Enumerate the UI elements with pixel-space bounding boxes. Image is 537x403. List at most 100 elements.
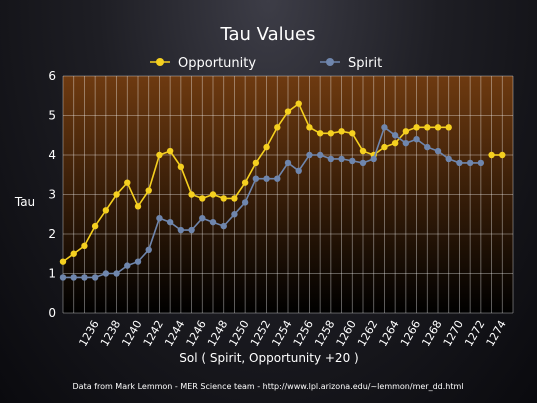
- x-tick-label: 1238: [98, 318, 123, 349]
- opportunity-data-point: [445, 124, 452, 131]
- opportunity-data-point: [91, 222, 99, 230]
- chart-title: Tau Values: [220, 24, 316, 45]
- spirit-data-point: [445, 155, 452, 163]
- opportunity-data-point: [391, 139, 399, 147]
- spirit-data-point: [434, 147, 442, 155]
- x-tick-label: 1254: [269, 318, 294, 349]
- opportunity-data-point: [156, 151, 163, 159]
- opportunity-data-point: [413, 124, 420, 131]
- x-tick-label: 1240: [119, 318, 144, 349]
- y-axis-label: Tau: [14, 195, 35, 209]
- spirit-data-point: [113, 270, 120, 277]
- x-tick-label: 1264: [376, 318, 401, 349]
- spirit-data-point: [381, 124, 388, 131]
- opportunity-data-point: [316, 130, 324, 137]
- opportunity-data-point: [188, 191, 195, 198]
- x-tick-label: 1260: [334, 318, 359, 349]
- spirit-data-point: [456, 159, 463, 167]
- spirit-data-point: [402, 139, 410, 147]
- y-tick-label: 4: [48, 148, 56, 162]
- spirit-data-point: [188, 226, 195, 234]
- spirit-data-point: [156, 215, 163, 222]
- spirit-data-point: [91, 274, 99, 281]
- opportunity-data-point: [359, 147, 367, 155]
- spirit-data-point: [59, 274, 67, 281]
- y-axis-ticks: 0 1 2 3 4 5 6: [48, 69, 56, 320]
- spirit-legend-marker: [326, 58, 334, 66]
- x-axis-label: Sol ( Spirit, Opportunity +20 ): [179, 351, 358, 365]
- x-tick-label: 1274: [484, 318, 509, 349]
- opportunity-data-point: [381, 143, 388, 151]
- opportunity-data-point: [134, 203, 142, 210]
- spirit-data-point: [199, 215, 206, 222]
- opportunity-data-point: [199, 195, 206, 202]
- opportunity-data-point: [306, 124, 313, 131]
- y-tick-label: 0: [48, 306, 56, 320]
- opportunity-data-point: [499, 151, 506, 159]
- y-tick-label: 6: [48, 69, 56, 83]
- y-tick-label: 5: [48, 109, 56, 123]
- opportunity-legend-label: Opportunity: [178, 56, 256, 71]
- x-tick-label: 1266: [398, 318, 423, 349]
- y-tick-label: 1: [48, 267, 56, 281]
- plot-area: [63, 76, 513, 313]
- opportunity-data-point: [70, 250, 77, 257]
- spirit-data-point: [413, 136, 420, 143]
- spirit-data-point: [370, 155, 377, 163]
- opportunity-data-point: [231, 195, 238, 202]
- opportunity-data-point: [295, 100, 302, 107]
- spirit-data-point: [252, 175, 260, 182]
- opportunity-legend-marker: [156, 58, 164, 66]
- x-tick-label: 1248: [205, 318, 230, 349]
- legend: Opportunity Spirit: [150, 56, 382, 71]
- x-tick-label: 1272: [462, 318, 487, 349]
- x-tick-label: 1250: [226, 318, 251, 349]
- spirit-data-point: [209, 218, 217, 226]
- spirit-data-point: [220, 222, 227, 230]
- x-tick-label: 1268: [419, 318, 444, 349]
- opportunity-data-point: [488, 151, 495, 159]
- x-tick-label: 1256: [291, 318, 316, 349]
- spirit-data-point: [477, 159, 485, 167]
- spirit-legend-label: Spirit: [348, 56, 382, 71]
- spirit-data-point: [145, 246, 152, 253]
- y-tick-label: 3: [48, 188, 56, 202]
- spirit-data-point: [274, 175, 281, 182]
- x-tick-label: 1236: [76, 318, 101, 349]
- opportunity-data-point: [241, 179, 249, 186]
- opportunity-data-point: [263, 143, 270, 151]
- opportunity-data-point: [349, 130, 356, 137]
- spirit-data-point: [327, 155, 335, 163]
- opportunity-data-point: [124, 179, 131, 186]
- opportunity-data-point: [102, 207, 110, 214]
- opportunity-data-point: [327, 130, 335, 137]
- x-tick-label: 1270: [441, 318, 466, 349]
- spirit-data-point: [231, 211, 238, 218]
- spirit-data-point: [391, 132, 399, 139]
- spirit-data-point: [81, 274, 88, 281]
- opportunity-data-point: [81, 242, 88, 250]
- x-tick-label: 1246: [184, 318, 209, 349]
- spirit-data-point: [466, 159, 474, 167]
- opportunity-data-point: [177, 163, 185, 171]
- data-source-note: Data from Mark Lemmon - MER Science team…: [73, 382, 464, 391]
- series-group: [59, 100, 506, 281]
- grid: [62, 75, 514, 314]
- opportunity-data-point: [145, 187, 152, 194]
- opportunity-data-point: [166, 147, 174, 155]
- opportunity-data-point: [209, 191, 217, 198]
- spirit-data-point: [349, 157, 356, 165]
- spirit-data-point: [134, 258, 142, 265]
- spirit-data-point: [70, 274, 77, 281]
- opportunity-data-point: [59, 258, 67, 265]
- opportunity-data-point: [424, 124, 431, 131]
- opportunity-data-point: [113, 191, 120, 198]
- opportunity-data-point: [402, 128, 410, 135]
- opportunity-data-point: [220, 195, 227, 202]
- spirit-data-point: [306, 151, 313, 159]
- spirit-data-point: [263, 175, 270, 182]
- spirit-data-point: [424, 143, 431, 151]
- spirit-data-point: [124, 262, 131, 269]
- x-tick-label: 1242: [141, 318, 166, 349]
